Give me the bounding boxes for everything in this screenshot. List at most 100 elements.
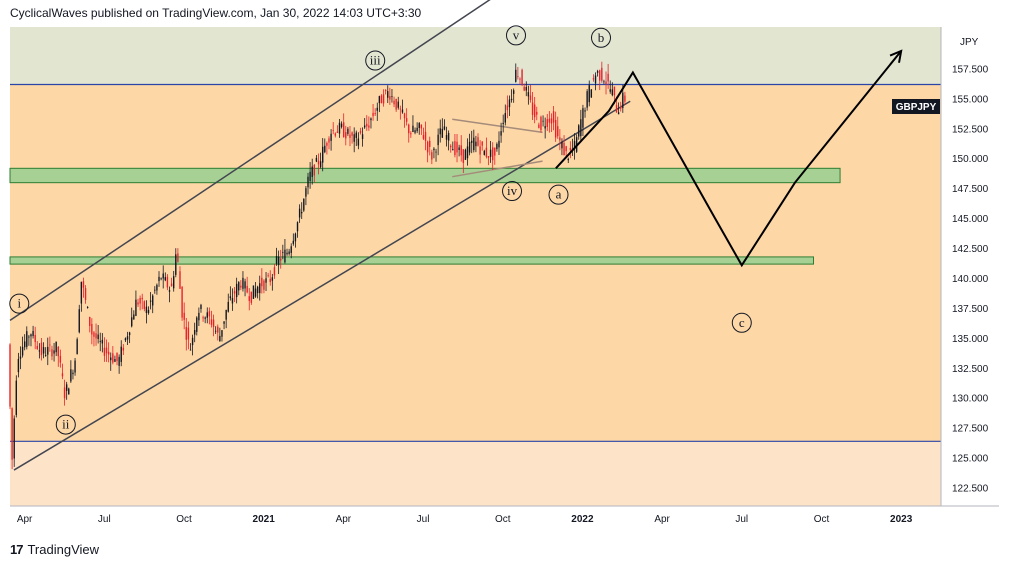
candle-body bbox=[183, 312, 185, 320]
candle-body bbox=[363, 125, 366, 128]
candle bbox=[42, 342, 45, 359]
candle-body bbox=[303, 198, 305, 211]
candle-body bbox=[128, 332, 131, 336]
candle bbox=[124, 337, 127, 343]
candle bbox=[529, 85, 532, 103]
time-tick-label: Jul bbox=[735, 514, 748, 525]
candle bbox=[515, 63, 517, 83]
candle bbox=[422, 127, 425, 140]
candle bbox=[588, 80, 590, 107]
candle-body bbox=[139, 298, 141, 304]
candle-body bbox=[609, 89, 611, 92]
candle-body bbox=[120, 346, 122, 362]
candle-body bbox=[261, 277, 263, 287]
candle bbox=[330, 129, 332, 151]
candle-body bbox=[170, 283, 173, 287]
candle-body bbox=[47, 346, 49, 355]
candle-body bbox=[477, 137, 479, 146]
candle bbox=[349, 125, 351, 147]
candle bbox=[397, 96, 399, 110]
candle bbox=[305, 186, 307, 206]
candle-body bbox=[330, 133, 332, 141]
time-tick-label: Oct bbox=[814, 514, 830, 525]
candle-body bbox=[162, 273, 164, 279]
candle-body bbox=[538, 124, 540, 128]
candle bbox=[107, 342, 110, 363]
candle-body bbox=[158, 276, 160, 282]
candle bbox=[198, 307, 200, 326]
candle bbox=[531, 91, 534, 120]
candle-body bbox=[508, 99, 511, 108]
price-axis[interactable]: 122.500 125.000 127.500 130.000 132.500 135.0… bbox=[952, 64, 989, 494]
price-tick-label: 127.500 bbox=[952, 424, 989, 435]
candle-body bbox=[135, 299, 137, 316]
candle-body bbox=[110, 357, 112, 361]
candle bbox=[405, 108, 408, 126]
candle-body bbox=[246, 285, 248, 293]
candle-body bbox=[471, 140, 473, 143]
candle bbox=[355, 130, 357, 147]
candle bbox=[353, 127, 355, 153]
candle-body bbox=[552, 111, 555, 123]
candle bbox=[468, 133, 471, 156]
candle-body bbox=[573, 141, 576, 150]
candle bbox=[13, 415, 15, 467]
candle bbox=[586, 89, 588, 111]
candle-body bbox=[422, 135, 425, 139]
candle-body bbox=[435, 151, 437, 153]
candle-body bbox=[212, 319, 215, 327]
candle bbox=[86, 306, 89, 309]
candle-body bbox=[345, 132, 347, 139]
candle-body bbox=[271, 277, 274, 281]
candle-body bbox=[496, 143, 498, 150]
candle bbox=[563, 135, 565, 156]
candle bbox=[47, 337, 49, 366]
time-tick-label: 2021 bbox=[253, 514, 276, 525]
candle-body bbox=[141, 297, 143, 300]
price-tick-label: 130.000 bbox=[952, 394, 989, 405]
candle bbox=[462, 148, 465, 174]
candle-body bbox=[238, 282, 240, 291]
candle-body bbox=[586, 91, 588, 108]
candle bbox=[519, 77, 521, 85]
support-zone-1 bbox=[9, 167, 841, 184]
candle-body bbox=[319, 161, 322, 168]
candle bbox=[265, 272, 267, 291]
candle bbox=[147, 306, 150, 315]
candle bbox=[401, 99, 404, 114]
candle bbox=[53, 342, 55, 362]
candle bbox=[605, 71, 607, 95]
candle-body bbox=[181, 286, 183, 318]
candle-body bbox=[594, 75, 597, 84]
candle bbox=[277, 250, 280, 275]
candle bbox=[301, 202, 303, 220]
candle-body bbox=[424, 131, 427, 141]
candle-body bbox=[517, 76, 519, 77]
projection-line bbox=[555, 50, 902, 268]
candle bbox=[517, 66, 519, 80]
candle-body bbox=[112, 353, 114, 363]
candle bbox=[426, 140, 429, 163]
currency-label: JPY bbox=[960, 37, 979, 48]
time-axis[interactable]: Apr Jul Oct 2021 Apr Jul Oct 2022 Apr Jul Oct 2023 bbox=[17, 514, 913, 525]
candle bbox=[191, 334, 194, 356]
candle-body bbox=[59, 355, 62, 363]
candle-body bbox=[468, 141, 471, 153]
candle bbox=[393, 96, 395, 108]
candle bbox=[378, 95, 381, 113]
candle-body bbox=[309, 171, 311, 182]
candle-body bbox=[322, 146, 324, 163]
candle-body bbox=[57, 346, 59, 357]
candle bbox=[481, 140, 483, 151]
candle bbox=[80, 281, 83, 312]
candle-body bbox=[521, 69, 523, 85]
candle bbox=[466, 138, 469, 166]
candle-body bbox=[252, 285, 255, 299]
candle bbox=[502, 114, 504, 133]
candle-body bbox=[439, 128, 441, 135]
candle-body bbox=[429, 140, 431, 147]
candle bbox=[126, 331, 129, 345]
candle-body bbox=[485, 147, 488, 157]
wave-label-text: b bbox=[598, 30, 605, 45]
